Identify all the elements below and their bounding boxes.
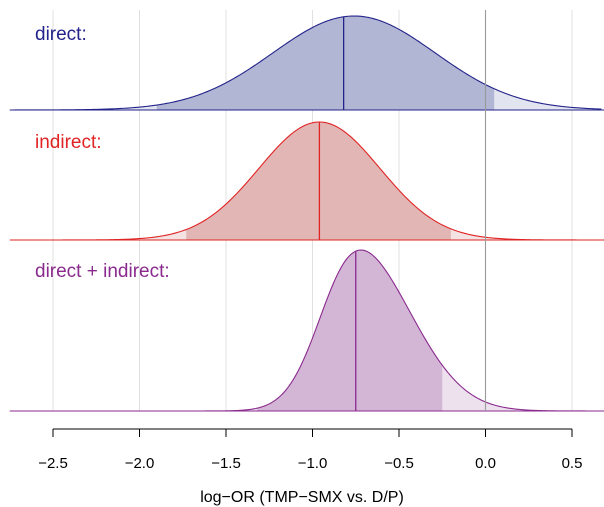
panel-label: indirect: bbox=[35, 132, 102, 153]
density-interval-area bbox=[257, 250, 443, 411]
panel-3: direct + indirect: bbox=[9, 249, 604, 412]
x-tick-label: 0.0 bbox=[475, 455, 496, 472]
x-tick-label: −2.0 bbox=[125, 455, 155, 472]
density-curve bbox=[9, 15, 602, 111]
x-tick-label: −2.5 bbox=[38, 455, 68, 472]
density-interval-area bbox=[156, 16, 495, 110]
x-tick-label: 0.5 bbox=[562, 455, 583, 472]
x-tick-label: −1.0 bbox=[298, 455, 328, 472]
panel-1: direct: bbox=[9, 15, 604, 111]
x-tick-label: −1.5 bbox=[211, 455, 241, 472]
panel-2: indirect: bbox=[9, 121, 604, 241]
density-interval-area bbox=[186, 122, 451, 240]
panel-label: direct + indirect: bbox=[35, 261, 170, 282]
panel-label: direct: bbox=[35, 24, 87, 45]
x-tick-label: −0.5 bbox=[384, 455, 414, 472]
x-axis-title: log−OR (TMP−SMX vs. D/P) bbox=[200, 489, 404, 506]
x-axis: −2.5 −2.0 −1.5 −1.0 −0.5 0.0 0.5 log−OR (TMP−SM… bbox=[38, 428, 583, 506]
